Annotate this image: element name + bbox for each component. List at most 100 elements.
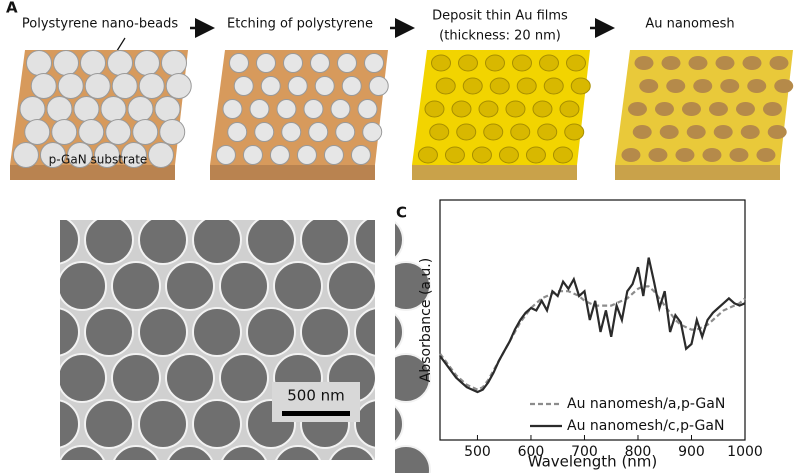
x-tick-label: 500	[464, 444, 491, 460]
bead	[138, 73, 165, 99]
x-tick-label: 900	[678, 444, 705, 460]
pore	[192, 215, 242, 265]
pore	[111, 353, 161, 403]
pore	[192, 399, 242, 449]
bead	[227, 122, 248, 142]
pore	[300, 307, 350, 357]
bead	[308, 122, 329, 142]
hole	[570, 77, 591, 95]
bead	[105, 119, 132, 145]
hole	[654, 102, 674, 116]
hole	[498, 146, 519, 164]
hole	[769, 56, 789, 70]
hole	[435, 77, 456, 95]
step-label: (thickness: 20 nm)	[439, 29, 561, 44]
pore	[111, 261, 161, 311]
hole	[632, 125, 652, 139]
hole	[720, 79, 740, 93]
hole	[516, 77, 537, 95]
chart: 500 600 700 800 900 1000 Wavelength (nm) Absorb…	[418, 199, 763, 471]
plot-frame	[439, 199, 746, 441]
bead	[107, 50, 133, 76]
hole	[688, 56, 708, 70]
bead	[84, 73, 111, 99]
hole	[686, 125, 706, 139]
hole	[774, 79, 794, 93]
pore	[57, 261, 107, 311]
pore	[273, 261, 323, 311]
hole	[666, 79, 686, 93]
pore	[300, 215, 350, 265]
hole	[539, 54, 559, 72]
hole	[512, 54, 532, 72]
hole	[532, 100, 553, 118]
bead	[283, 53, 303, 73]
pore	[138, 399, 188, 449]
hole	[742, 56, 762, 70]
bead	[12, 142, 39, 168]
hole	[713, 125, 733, 139]
bead	[111, 73, 138, 99]
bead	[296, 145, 317, 165]
panel-label: C	[396, 204, 407, 222]
x-axis-label: Wavelength (nm)	[528, 453, 658, 471]
pore	[84, 307, 134, 357]
bead	[100, 96, 127, 122]
x-tick-label: 1000	[727, 444, 763, 460]
bead	[66, 142, 93, 168]
substrate-side	[412, 165, 577, 180]
hole	[456, 123, 477, 141]
hole	[702, 148, 722, 162]
hole	[661, 56, 681, 70]
hole	[559, 100, 580, 118]
bead	[254, 122, 275, 142]
hole	[462, 77, 483, 95]
hole	[621, 148, 641, 162]
pore	[57, 353, 107, 403]
bead	[323, 145, 344, 165]
hole	[627, 102, 647, 116]
x-tick-label: 800	[625, 444, 652, 460]
scale-bar	[282, 411, 350, 416]
pore	[84, 215, 134, 265]
substrate-side	[615, 165, 780, 180]
bead	[53, 50, 79, 76]
hole	[729, 148, 749, 162]
clip-mask	[60, 460, 375, 473]
bead	[276, 99, 297, 119]
scale-label: 500 nm	[287, 387, 345, 405]
substrate-side	[210, 165, 375, 180]
hole	[747, 79, 767, 93]
clip-mask	[375, 200, 395, 473]
bead	[260, 76, 281, 96]
data-line	[439, 285, 746, 391]
bead	[51, 119, 78, 145]
bead	[310, 53, 330, 73]
bead	[19, 96, 46, 122]
hole	[552, 146, 573, 164]
hole	[505, 100, 526, 118]
bead	[24, 119, 51, 145]
hole	[537, 123, 558, 141]
legend-label: Au nanomesh/c,p-GaN	[567, 418, 724, 434]
hole	[489, 77, 510, 95]
hole	[564, 123, 585, 141]
bead	[222, 99, 243, 119]
hole	[735, 102, 755, 116]
bead	[357, 99, 378, 119]
bead	[26, 50, 52, 76]
bead	[364, 53, 384, 73]
substrate-label: p-GaN substrate	[49, 153, 148, 167]
hole	[525, 146, 546, 164]
bead	[242, 145, 263, 165]
bead	[132, 119, 159, 145]
hole	[543, 77, 564, 95]
hole	[648, 148, 668, 162]
hole	[693, 79, 713, 93]
bead	[337, 53, 357, 73]
pore	[138, 215, 188, 265]
bead	[362, 122, 383, 142]
step-label: Au nanomesh	[645, 17, 734, 32]
pore	[246, 215, 296, 265]
x-tick-label: 600	[518, 444, 545, 460]
